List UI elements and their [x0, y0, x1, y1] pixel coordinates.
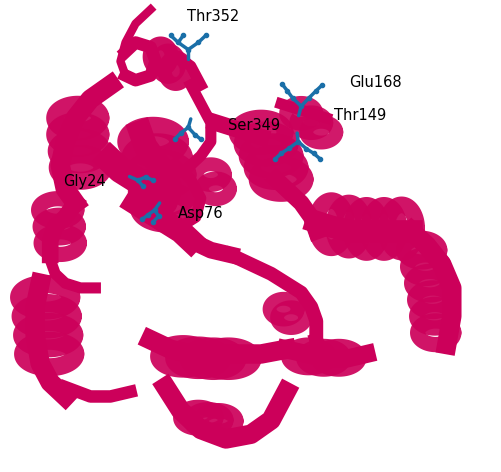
Text: Thr149: Thr149 — [333, 108, 385, 123]
Text: Glu168: Glu168 — [348, 75, 401, 90]
Text: Thr352: Thr352 — [187, 9, 239, 24]
Text: Gly24: Gly24 — [63, 174, 105, 189]
Text: Asp76: Asp76 — [178, 206, 223, 221]
Text: Ser349: Ser349 — [228, 118, 280, 133]
